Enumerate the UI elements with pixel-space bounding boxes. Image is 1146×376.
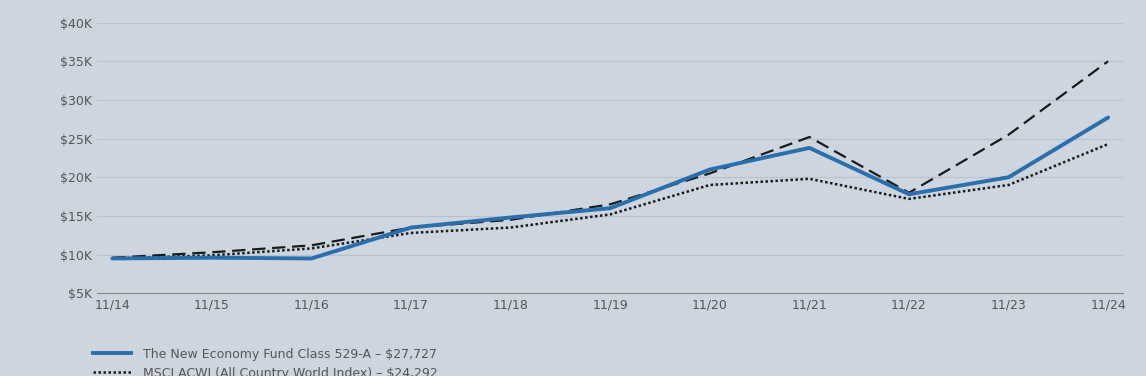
- Legend: The New Economy Fund Class 529-A – $27,727, MSCI ACWI (All Country World Index) : The New Economy Fund Class 529-A – $27,7…: [94, 348, 438, 376]
